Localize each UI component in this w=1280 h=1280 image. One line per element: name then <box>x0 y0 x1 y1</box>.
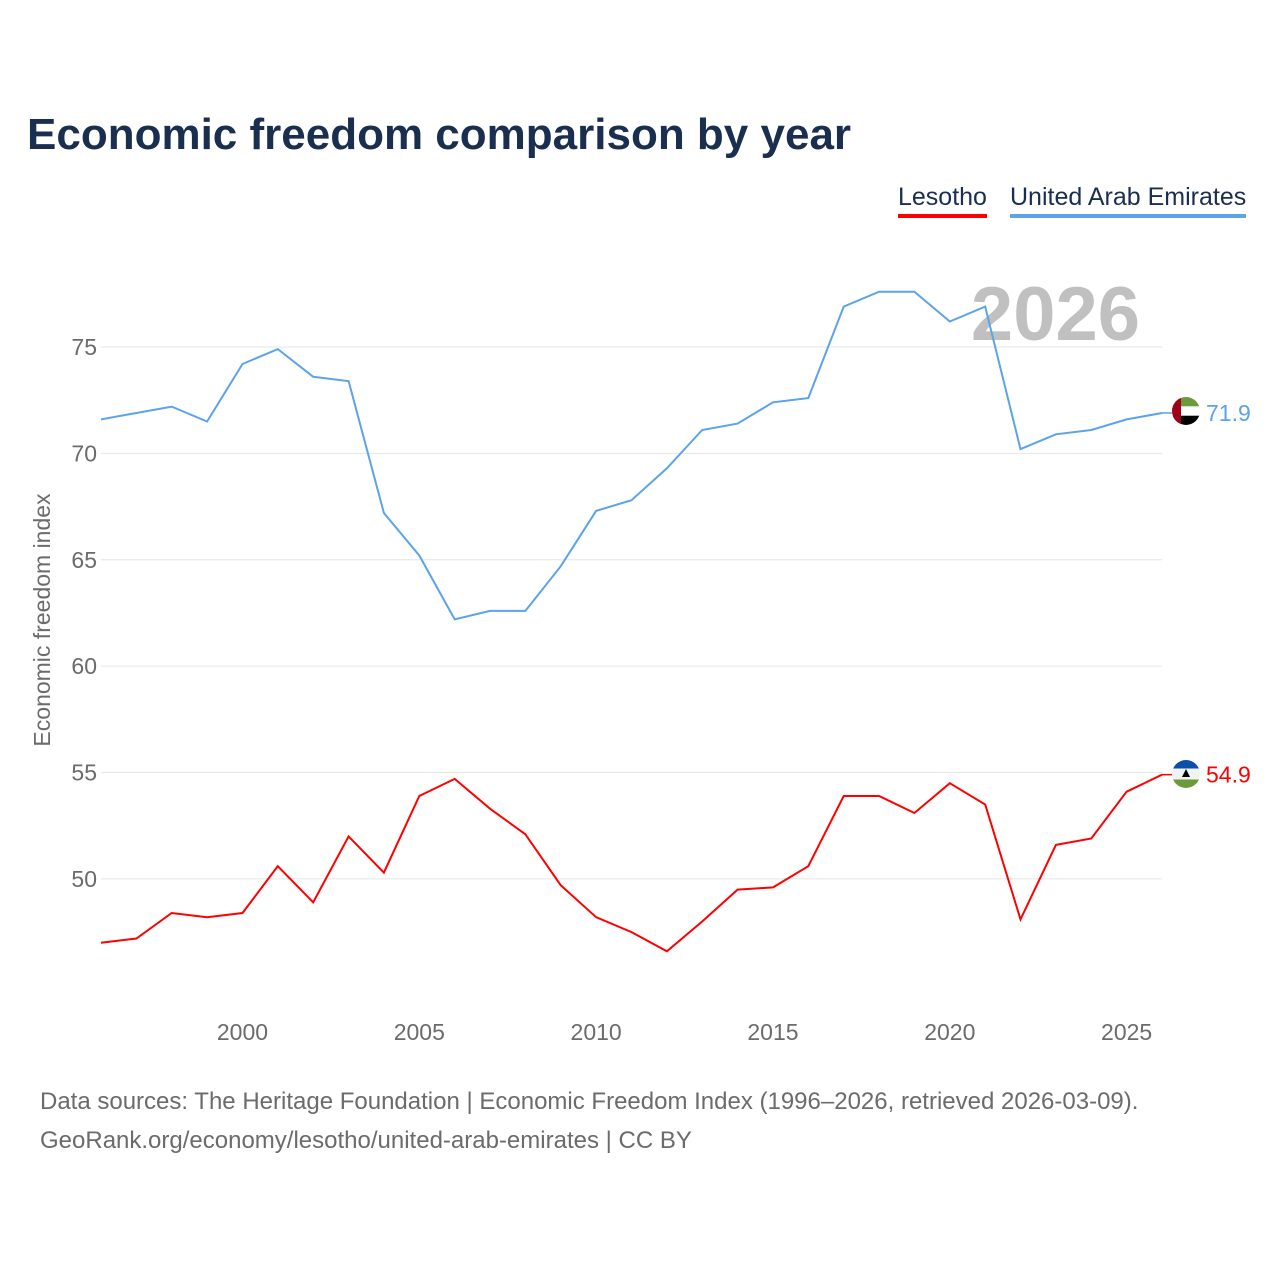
x-tick-label: 2015 <box>747 1019 798 1045</box>
y-tick-label: 60 <box>71 653 97 679</box>
y-tick-label: 55 <box>71 760 97 786</box>
lesotho-flag-icon <box>1172 760 1200 788</box>
series-line-uae <box>100 290 1163 621</box>
series-line-lesotho <box>100 773 1163 953</box>
line-chart: 2026 50 55 60 65 70 75 2000 2005 2010 2015 2020 20… <box>29 272 1251 1045</box>
x-tick-label: 2020 <box>924 1019 975 1045</box>
y-axis-label: Economic freedom index <box>29 493 55 747</box>
chart-title: Economic freedom comparison by year <box>27 110 852 159</box>
uae-flag-icon <box>1172 397 1200 425</box>
end-value-label: 71.9 <box>1206 400 1251 426</box>
y-tick-label: 65 <box>71 547 97 573</box>
legend-lesotho[interactable]: Lesotho <box>898 183 987 218</box>
y-tick-label: 50 <box>71 866 97 892</box>
x-tick-label: 2000 <box>217 1019 268 1045</box>
y-tick-label: 70 <box>71 440 97 466</box>
year-watermark: 2026 <box>971 272 1140 357</box>
footer-attribution[interactable]: GeoRank.org/economy/lesotho/united-arab-… <box>40 1127 692 1154</box>
footer-sources: Data sources: The Heritage Foundation | … <box>40 1088 1139 1115</box>
y-tick-label: 75 <box>71 334 97 360</box>
legend-uae[interactable]: United Arab Emirates <box>1010 183 1247 218</box>
x-tick-label: 2025 <box>1101 1019 1152 1045</box>
x-tick-label: 2010 <box>571 1019 622 1045</box>
x-tick-label: 2005 <box>394 1019 445 1045</box>
end-value-label: 54.9 <box>1206 762 1251 788</box>
